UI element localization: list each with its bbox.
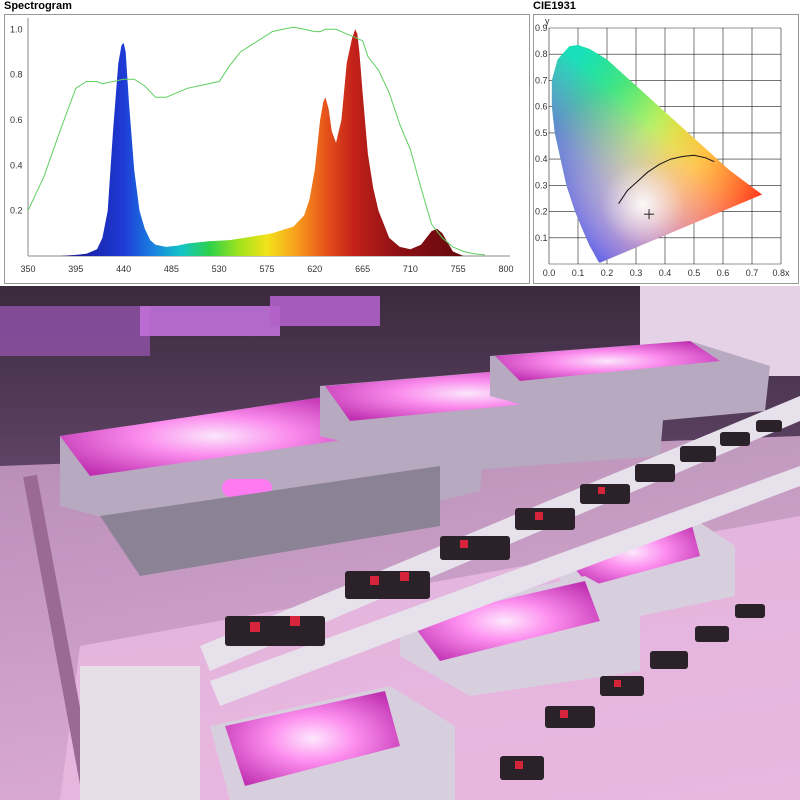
x-tick-label: 0.3 <box>630 268 643 278</box>
photo-illustration <box>0 286 800 800</box>
sensitivity-curve <box>27 26 485 256</box>
outlet-switches <box>250 487 621 769</box>
y-tick-label: 0.2 <box>10 206 23 216</box>
background-light-panel <box>0 306 150 356</box>
y-tick-label: 1.0 <box>10 24 23 34</box>
x-tick-label: 710 <box>403 264 418 274</box>
y-tick-label: 0.8 <box>10 70 23 80</box>
x-tick-label: 0.8x <box>772 268 790 278</box>
color-point-marker <box>644 209 655 220</box>
x-tick-label: 0.0 <box>543 268 556 278</box>
y-tick-label: 0.6 <box>535 102 548 112</box>
y-tick-label: 0.4 <box>10 160 23 170</box>
background-light-panel <box>140 306 280 336</box>
grow-light-photo <box>0 286 800 800</box>
driver-box <box>80 666 200 800</box>
x-tick-label: 0.1 <box>572 268 585 278</box>
x-tick-label: 755 <box>451 264 466 274</box>
y-tick-label: 0.8 <box>535 49 548 59</box>
fixture-handle <box>222 479 272 497</box>
x-tick-label: 395 <box>68 264 83 274</box>
x-tick-label: 0.7 <box>746 268 759 278</box>
x-tick-label: 0.5 <box>688 268 701 278</box>
spectrogram-title: Spectrogram <box>4 0 72 12</box>
y-tick-label: 0.7 <box>535 75 548 85</box>
y-tick-label: 0.6 <box>10 115 23 125</box>
x-tick-label: 350 <box>20 264 35 274</box>
y-tick-label: 0.4 <box>535 154 548 164</box>
y-tick-label: 0.1 <box>535 233 548 243</box>
background-light-panel <box>270 296 380 326</box>
x-tick-label: 575 <box>259 264 274 274</box>
y-tick-label: 0.9 <box>535 23 548 33</box>
grow-light-fixture <box>80 666 455 800</box>
cie-title: CIE1931 <box>533 0 576 12</box>
x-tick-label: 620 <box>307 264 322 274</box>
x-tick-label: 530 <box>212 264 227 274</box>
y-tick-label: 0.2 <box>535 207 548 217</box>
planckian-locus <box>618 154 715 204</box>
x-tick-label: 0.6 <box>717 268 730 278</box>
y-tick-label: 0.3 <box>535 180 548 190</box>
spectrum-area <box>59 29 464 256</box>
x-tick-label: 485 <box>164 264 179 274</box>
spectrogram-chart: 350 395 440 485 530 575 620 665 710 755 800 0.2 0.4 0… <box>4 14 530 284</box>
y-axis-label: y <box>545 16 550 26</box>
y-tick-label: 0.5 <box>535 128 548 138</box>
cie-chart: 0.0 0.1 0.2 0.3 0.4 0.5 0.6 0.7 0.8x 0.1 0.2 0.3 0.4… <box>533 14 799 284</box>
grow-light-fixture <box>490 341 770 426</box>
x-tick-label: 0.4 <box>659 268 672 278</box>
x-tick-label: 440 <box>116 264 131 274</box>
x-tick-label: 800 <box>498 264 513 274</box>
x-tick-label: 0.2 <box>601 268 614 278</box>
x-tick-label: 665 <box>355 264 370 274</box>
